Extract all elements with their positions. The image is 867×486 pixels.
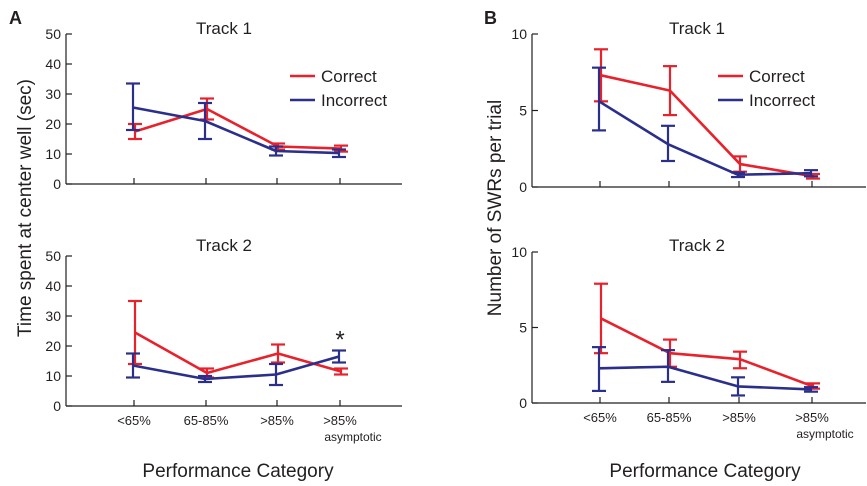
panel-b1: Track 1 0 5 10 Correct Incorrect: [511, 19, 866, 195]
y-tick-label: 0: [53, 398, 61, 414]
series-line-correct: [134, 107, 342, 150]
series-line-incorrect: [598, 365, 812, 391]
series-line-correct: [600, 74, 814, 178]
x-tick-label: <65%: [583, 410, 617, 425]
significance-marker: *: [335, 327, 344, 354]
panel-b2: Track 2 0 5 10 <65% 65-85% >85% >85% asymptotic: [511, 236, 866, 441]
y-tick-label: 5: [519, 320, 527, 336]
y-tick-label: 10: [511, 244, 527, 260]
x-tick-label: >85%: [722, 410, 756, 425]
y-tick-label: 40: [45, 56, 61, 72]
y-tick-label: 0: [53, 176, 61, 192]
panel-a-letter: A: [9, 8, 22, 28]
x-tick-label: >85%: [260, 413, 294, 428]
x-tick-label: >85%: [323, 413, 357, 428]
panel-title: Track 1: [196, 19, 252, 38]
right-y-axis-label: Number of SWRs per trial: [485, 100, 506, 316]
y-tick-label: 30: [45, 308, 61, 324]
series-line-incorrect: [598, 100, 812, 177]
right-x-axis-label: Performance Category: [609, 461, 801, 482]
y-tick-label: 30: [45, 86, 61, 102]
legend-label-incorrect: Incorrect: [749, 91, 815, 110]
panel-a2: Track 2 0 10 20 30 40 50 <65% 65-85% >85% >85% asym…: [45, 236, 402, 444]
x-tick-label: 65-85%: [647, 410, 692, 425]
panel-a1: Track 1 0 10 20 30 40 50 Correct Incorrect: [45, 19, 402, 192]
series-line-incorrect: [132, 106, 340, 155]
legend-label-correct: Correct: [749, 67, 805, 86]
x-tick-label: asymptotic: [324, 430, 381, 444]
series-line-incorrect: [132, 355, 340, 381]
x-tick-label: >85%: [795, 410, 829, 425]
legend-label-correct: Correct: [321, 67, 377, 86]
x-tick-label: <65%: [117, 413, 151, 428]
y-tick-label: 5: [519, 103, 527, 119]
y-tick-label: 20: [45, 338, 61, 354]
y-tick-label: 10: [45, 146, 61, 162]
left-y-axis-label: Time spent at center well (sec): [15, 79, 36, 337]
y-tick-label: 50: [45, 248, 61, 264]
series-line-correct: [134, 331, 342, 375]
panel-title: Track 1: [669, 19, 725, 38]
legend-label-incorrect: Incorrect: [321, 91, 387, 110]
y-tick-label: 10: [45, 368, 61, 384]
y-tick-label: 0: [519, 395, 527, 411]
left-x-axis-label: Performance Category: [142, 461, 334, 482]
y-tick-label: 40: [45, 278, 61, 294]
series-line-correct: [600, 317, 814, 388]
panel-b-letter: B: [484, 8, 497, 28]
y-tick-label: 20: [45, 116, 61, 132]
y-tick-label: 50: [45, 26, 61, 42]
y-tick-label: 10: [511, 26, 527, 42]
panel-title: Track 2: [669, 236, 725, 255]
y-tick-label: 0: [519, 179, 527, 195]
x-tick-label: 65-85%: [184, 413, 229, 428]
x-tick-label: asymptotic: [796, 427, 853, 441]
panel-title: Track 2: [196, 236, 252, 255]
